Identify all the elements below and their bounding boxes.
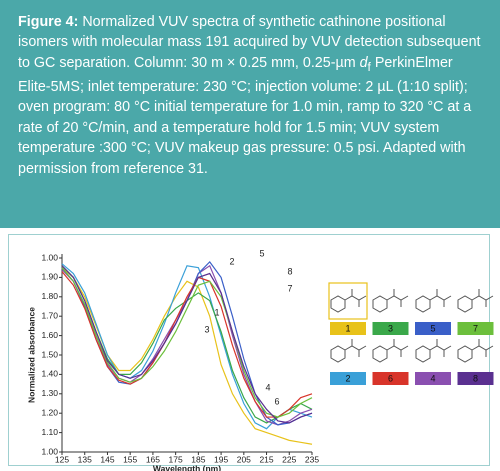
x-tick-label: 155 [123,454,137,464]
series-line [61,265,313,424]
caption-text: Normalized VUV spectra of synthetic cath… [18,14,481,71]
legend-swatch [415,372,451,385]
x-tick-label: 205 [237,454,251,464]
curve-label: 2 [229,256,234,266]
y-tick-label: 1.60 [41,330,58,340]
caption-text: d [359,54,368,71]
y-axis-label: Normalized absorbance [26,307,36,403]
y-tick-label: 1.70 [41,310,58,320]
legend-label: 3 [388,323,393,333]
x-tick-label: 135 [78,454,92,464]
legend-swatch [457,322,494,335]
legend-label: 4 [430,373,435,383]
legend-label: 5 [430,323,435,333]
x-tick-label: 235 [305,454,319,464]
y-tick-label: 1.90 [41,272,58,282]
x-tick-label: 125 [55,454,69,464]
curve-label: 8 [287,266,292,276]
curve-label: 5 [259,248,264,258]
x-tick-label: 185 [191,454,205,464]
structures [328,282,494,363]
legend-swatch [330,372,366,385]
x-tick-label: 195 [214,454,228,464]
curve-label: 4 [265,382,270,392]
series-line [61,263,313,430]
curve-label: 7 [287,283,292,293]
y-tick-label: 1.40 [41,369,58,379]
y-tick-label: 1.50 [41,349,58,359]
caption-text: f [367,59,371,74]
x-tick-label: 175 [169,454,183,464]
y-tick-label: 1.00 [41,252,58,262]
x-tick-label: 215 [259,454,273,464]
caption: Figure 4: Normalized VUV spectra of synt… [0,0,500,228]
legend-swatch [372,372,409,385]
curve-label: 6 [274,396,279,406]
legend-label: 7 [473,323,478,333]
x-tick-label: 145 [100,454,114,464]
y-tick-label: 1.80 [41,291,58,301]
series-line [61,271,313,418]
x-tick-label: 165 [146,454,160,464]
caption-label: Figure 4: [18,14,79,30]
legend-swatch [415,322,451,335]
series-line [61,267,313,418]
legend-label: 6 [388,373,393,383]
legend-label: 1 [345,323,350,333]
legend-swatch [330,322,366,335]
x-axis-label: Wavelength (nm) [153,463,221,471]
curve-label: 3 [204,324,209,334]
y-tick-label: 1.10 [41,427,58,437]
y-tick-label: 1.00 [41,446,58,456]
legend-swatch [372,322,409,335]
caption-text: PerkinElmer Elite-5MS; inlet temperature… [18,54,472,177]
legend-swatch [457,372,494,385]
figure-frame [8,234,490,466]
x-tick-label: 225 [282,454,296,464]
legend-label: 8 [473,373,478,383]
y-tick-label: 1.20 [41,407,58,417]
y-tick-label: 1.30 [41,388,58,398]
legend-label: 2 [345,373,350,383]
curve-label: 1 [214,307,219,317]
